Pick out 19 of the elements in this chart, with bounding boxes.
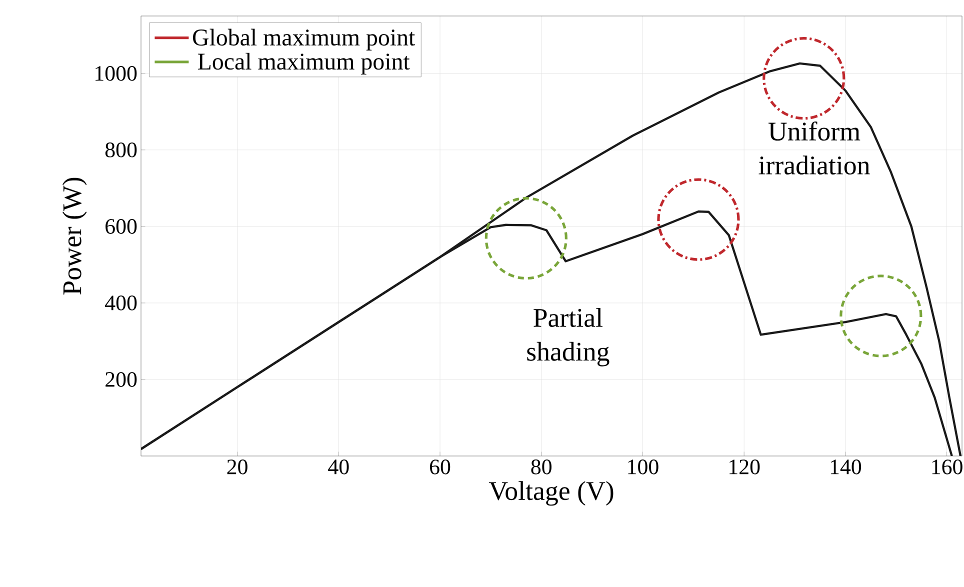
y-tick-label: 400 — [105, 296, 137, 310]
x-tick-label: 60 — [430, 460, 450, 474]
x-tick-label: 20 — [227, 460, 248, 474]
x-tick-label: 120 — [730, 460, 760, 474]
legend-label: Local maximum point — [198, 52, 410, 75]
x-tick-label: 100 — [628, 460, 658, 474]
x-tick-label: 80 — [531, 460, 552, 474]
x-tick-label: 160 — [932, 460, 962, 474]
x-tick-label: 140 — [830, 460, 862, 474]
annotation: Uniform irradiation — [758, 121, 870, 175]
legend-label: Global maximum point — [192, 28, 416, 50]
y-axis-title: Power (W) — [62, 178, 87, 295]
x-axis-title: Voltage (V) — [488, 481, 614, 506]
annotation: Partial shading — [527, 308, 610, 366]
y-tick-label: 1000 — [96, 66, 137, 81]
y-tick-label: 200 — [106, 372, 137, 387]
y-tick-label: 800 — [105, 142, 137, 158]
y-tick-label: 600 — [106, 219, 137, 234]
x-tick-label: 40 — [328, 460, 349, 474]
